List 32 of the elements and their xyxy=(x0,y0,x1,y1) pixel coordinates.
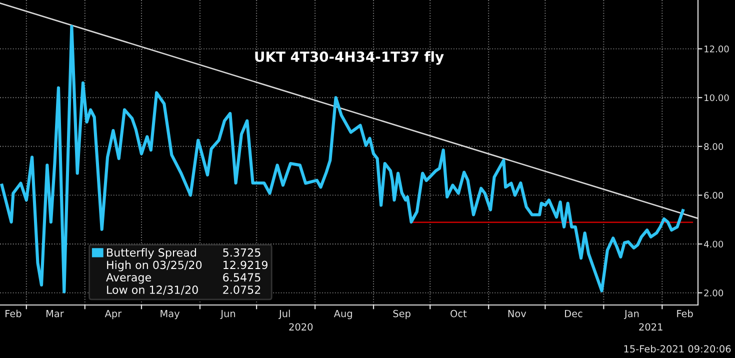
y-tick-label: 12.00 xyxy=(704,46,729,52)
y-tick-label: 4.00 xyxy=(704,240,724,248)
text: 2020 xyxy=(289,323,313,331)
x-tick-label: Sep xyxy=(393,310,410,320)
legend-label: Butterfly Spread xyxy=(107,248,196,259)
y-tick-label: 8.00 xyxy=(704,143,724,150)
x-tick-label: Nov xyxy=(508,310,526,318)
x-tick-label: Jan xyxy=(624,310,639,320)
x-tick-label: Feb xyxy=(6,310,22,318)
x-tick-label: Oct xyxy=(450,310,467,318)
x-tick-label: Aug xyxy=(334,310,352,320)
y-tick-label: 2.00 xyxy=(704,290,724,296)
annotation: 5.3725 xyxy=(223,248,260,257)
text: 15-Feb-2021 09:20:06 xyxy=(624,345,731,353)
x-tick-label: Feb xyxy=(677,310,693,318)
annotation: Average xyxy=(106,273,152,284)
x-tick-label: May xyxy=(160,310,180,320)
x-tick-label: Dec xyxy=(565,310,582,318)
line-series xyxy=(0,24,684,294)
x-tick-label: Mar xyxy=(46,310,64,318)
text: 2021 xyxy=(639,323,662,331)
x-tick-label: Jun xyxy=(220,310,236,320)
annotation: High on 03/25/20 xyxy=(107,260,202,272)
annotation: Low on 12/31/20 xyxy=(107,286,198,295)
y-tick-label: 6.00 xyxy=(704,192,724,199)
annotation: 6.5475 xyxy=(223,273,260,282)
text: UKT 4T30-4H34-1T37 fly xyxy=(255,51,444,65)
annotation: 12.9219 xyxy=(224,260,268,270)
annotation: 2.0752 xyxy=(223,286,260,294)
x-tick-label: Jul xyxy=(278,310,290,320)
y-tick-label: 10.00 xyxy=(704,94,729,102)
x-tick-label: Apr xyxy=(104,310,122,320)
